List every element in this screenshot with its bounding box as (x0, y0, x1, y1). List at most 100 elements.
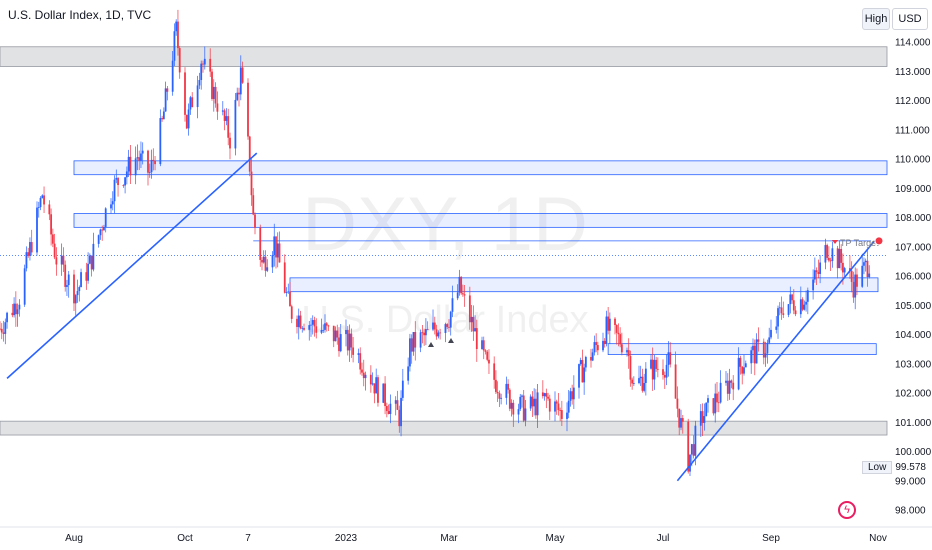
candle (74, 293, 77, 317)
tp-target-icon (874, 236, 884, 246)
candle-body (339, 334, 342, 352)
candle (462, 284, 464, 297)
candle (117, 176, 119, 197)
candle-body (66, 285, 68, 287)
candle (346, 326, 349, 356)
candle (64, 260, 67, 292)
candle (531, 391, 534, 417)
candle-body (836, 248, 839, 269)
candle-body (662, 369, 664, 375)
candle-body (730, 380, 733, 383)
candle (310, 317, 312, 337)
candle-body (524, 408, 527, 421)
zone-3 (289, 277, 879, 293)
candle-body (50, 214, 52, 235)
candle-body (522, 395, 525, 421)
candle-body (60, 255, 63, 265)
candle (547, 392, 549, 401)
candle-body (486, 351, 489, 360)
candle (789, 286, 792, 314)
candle (43, 186, 45, 213)
candle (474, 315, 476, 332)
candle-body (421, 332, 424, 334)
candle (369, 365, 372, 393)
candle (536, 384, 539, 429)
candle (104, 207, 107, 233)
candle (522, 389, 525, 423)
zone-2 (73, 213, 888, 228)
candle-body (43, 195, 45, 205)
candle-body (803, 304, 806, 310)
candle (766, 339, 769, 364)
candle (41, 194, 44, 199)
candle (311, 315, 314, 335)
candle-body (667, 352, 670, 365)
candle-body (412, 332, 415, 352)
candle-body (451, 298, 454, 312)
candle-body (148, 172, 151, 173)
candle (62, 247, 65, 273)
candle-body (595, 342, 598, 346)
candle-body (39, 197, 42, 208)
candle-body (829, 260, 832, 262)
candle-body (545, 393, 548, 397)
candle (80, 268, 82, 288)
candle-body (555, 401, 558, 404)
candle (99, 228, 102, 240)
candle-body (712, 398, 715, 414)
trendlines[interactable] (6, 152, 876, 482)
candle-body (396, 400, 399, 410)
candle (212, 79, 215, 112)
high-button[interactable]: High (862, 8, 890, 30)
candle (519, 393, 522, 412)
candle-body (371, 383, 374, 385)
candle-body (175, 21, 178, 32)
y-tick-label: 99.000 (895, 476, 926, 487)
candle (334, 326, 337, 342)
candle-body (62, 255, 65, 265)
candle (650, 353, 652, 370)
candle-body (104, 208, 107, 228)
candle-body (303, 327, 305, 330)
candle-body (162, 111, 165, 120)
candle (663, 371, 666, 389)
candle (787, 304, 790, 318)
candle (221, 101, 224, 116)
candle-body (764, 353, 767, 358)
candle (498, 390, 501, 407)
candle-body (51, 234, 54, 244)
candle-body (694, 425, 697, 456)
flash-icon[interactable]: ϟ (838, 501, 856, 519)
candle (716, 381, 718, 413)
candle-body (569, 391, 572, 401)
candle (191, 92, 194, 108)
candle-body (308, 325, 311, 330)
candle (122, 184, 125, 188)
candle-body (173, 31, 176, 61)
currency-button[interactable]: USD (892, 8, 928, 30)
candle (596, 341, 599, 356)
candle (303, 323, 305, 332)
x-tick-label: Oct (177, 533, 193, 544)
candle-body (382, 383, 385, 403)
candle-body (435, 329, 438, 337)
candle (377, 374, 379, 407)
candle-body (261, 259, 263, 263)
candle-body (55, 257, 58, 265)
candle (496, 381, 499, 402)
candle (229, 132, 231, 160)
candle-body (209, 58, 212, 72)
candle-body (25, 252, 28, 269)
candle (826, 243, 829, 261)
candle (602, 332, 604, 353)
candle (425, 318, 427, 346)
candle (262, 250, 265, 264)
candle (463, 284, 466, 307)
candle (247, 78, 249, 140)
candle-body (792, 300, 795, 311)
candle-body (458, 276, 461, 293)
candle (488, 349, 490, 374)
candle (414, 321, 417, 361)
candle-body (674, 364, 677, 399)
